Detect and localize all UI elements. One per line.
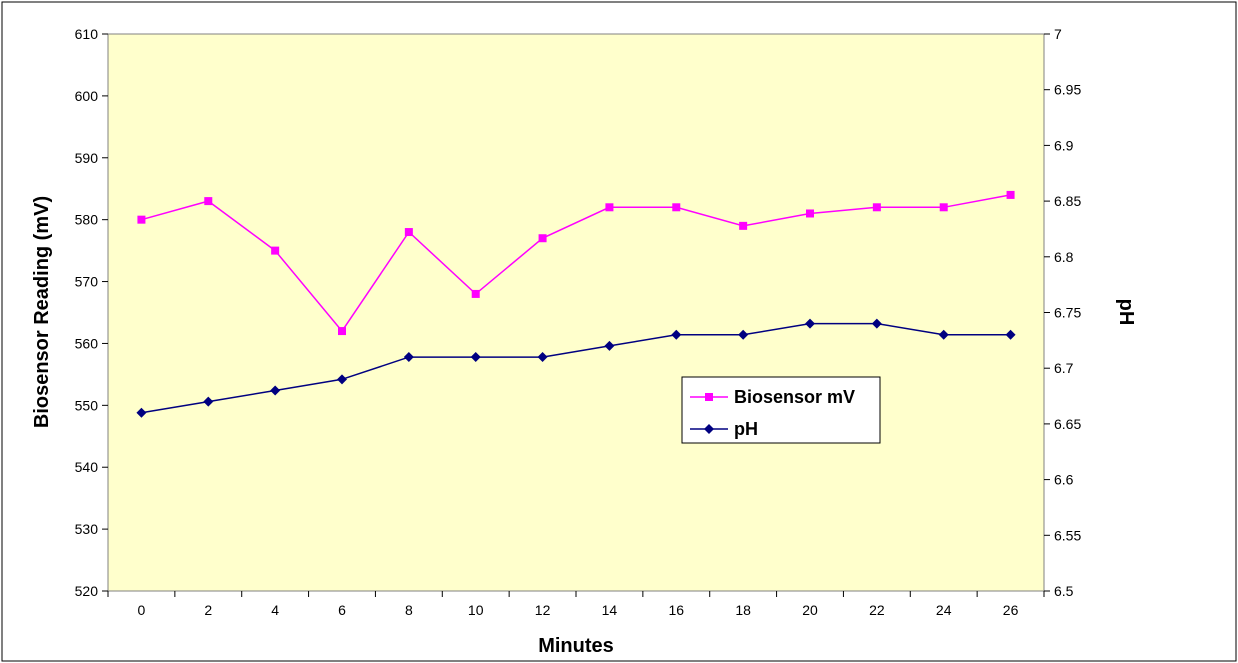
right-y-axis: 6.5 6.55 6.6 6.65 6.7 6.75 6.8 6.85 6.9 6.95 7 (1044, 26, 1081, 599)
series-point-1 (605, 203, 614, 212)
legend: Biosensor mV pH (681, 376, 881, 444)
y2-tick-label: 6.8 (1054, 249, 1074, 265)
legend-marker-1 (705, 393, 713, 401)
y2-tick-label: 6.85 (1054, 193, 1081, 209)
x-axis: 0 2 4 6 8 10 12 14 16 18 20 22 24 26 (107, 591, 1045, 618)
series-point-2 (671, 329, 682, 340)
series-point-1 (137, 215, 146, 224)
x-tick-label: 16 (668, 602, 684, 618)
series-point-1 (538, 234, 547, 243)
series-point-2 (270, 385, 281, 396)
y2-tick-label: 6.95 (1054, 82, 1081, 98)
y2-axis-title: pH (1115, 299, 1137, 326)
y-tick-label: 560 (75, 335, 99, 351)
series-point-2 (403, 352, 414, 363)
y-tick-label: 550 (75, 397, 99, 413)
x-tick-label: 4 (271, 602, 279, 618)
series-point-2 (1005, 329, 1016, 340)
x-tick-label: 0 (138, 602, 146, 618)
y2-tick-label: 6.55 (1054, 527, 1081, 543)
series-point-2 (470, 352, 481, 363)
x-tick-label: 2 (204, 602, 212, 618)
y-tick-label: 520 (75, 583, 99, 599)
y2-tick-label: 6.65 (1054, 416, 1081, 432)
y-tick-label: 570 (75, 274, 99, 290)
series-point-1 (872, 203, 881, 212)
x-tick-label: 22 (869, 602, 885, 618)
y2-tick-label: 6.9 (1054, 137, 1074, 153)
y-axis-title: Biosensor Reading (mV) (31, 196, 53, 428)
series-point-1 (204, 197, 213, 206)
series-line-1 (141, 194, 1011, 333)
legend-box (681, 376, 881, 444)
series-point-2 (805, 318, 815, 329)
series-point-1 (404, 228, 413, 237)
y2-tick-label: 6.5 (1054, 583, 1074, 599)
x-tick-label: 26 (1003, 602, 1019, 618)
series-point-1 (271, 246, 280, 255)
x-tick-label: 18 (735, 602, 751, 618)
series-point-1 (471, 289, 480, 298)
series-line-2 (141, 322, 1011, 414)
x-tick-label: 8 (405, 602, 413, 618)
series-layer (136, 190, 1016, 418)
x-tick-label: 24 (936, 602, 952, 618)
legend-marker-2 (704, 424, 714, 434)
x-tick-label: 12 (535, 602, 551, 618)
x-axis-title: Minutes (538, 635, 614, 657)
plot-area (107, 33, 1045, 592)
series-point-1 (939, 203, 948, 212)
left-y-axis: 520 530 540 550 560 570 580 590 600 610 (75, 26, 108, 599)
x-tick-label: 6 (338, 602, 346, 618)
y-tick-label: 530 (75, 521, 99, 537)
series-point-2 (537, 352, 548, 363)
series-point-2 (337, 374, 347, 385)
series-point-1 (672, 203, 681, 212)
y-tick-label: 590 (75, 150, 99, 166)
series-point-2 (938, 329, 949, 340)
y-tick-label: 600 (75, 88, 99, 104)
x-tick-label: 14 (602, 602, 618, 618)
y2-tick-label: 6.7 (1054, 360, 1074, 376)
y-tick-label: 610 (75, 26, 99, 42)
x-tick-label: 10 (468, 602, 484, 618)
x-tick-label: 20 (802, 602, 818, 618)
series-point-1 (739, 221, 748, 230)
legend-label-1: Biosensor mV (734, 387, 855, 407)
series-point-1 (806, 209, 814, 218)
series-point-2 (871, 318, 882, 329)
series-point-2 (604, 340, 615, 351)
y2-tick-label: 7 (1054, 26, 1062, 42)
series-point-2 (136, 407, 147, 418)
series-point-2 (203, 396, 214, 407)
y-tick-label: 580 (75, 212, 99, 228)
legend-label-2: pH (734, 419, 758, 439)
y2-tick-label: 6.6 (1054, 472, 1074, 488)
y-tick-label: 540 (75, 459, 99, 475)
series-point-1 (1006, 190, 1015, 199)
y2-tick-label: 6.75 (1054, 305, 1081, 321)
series-point-1 (338, 327, 346, 336)
series-point-2 (738, 329, 749, 340)
